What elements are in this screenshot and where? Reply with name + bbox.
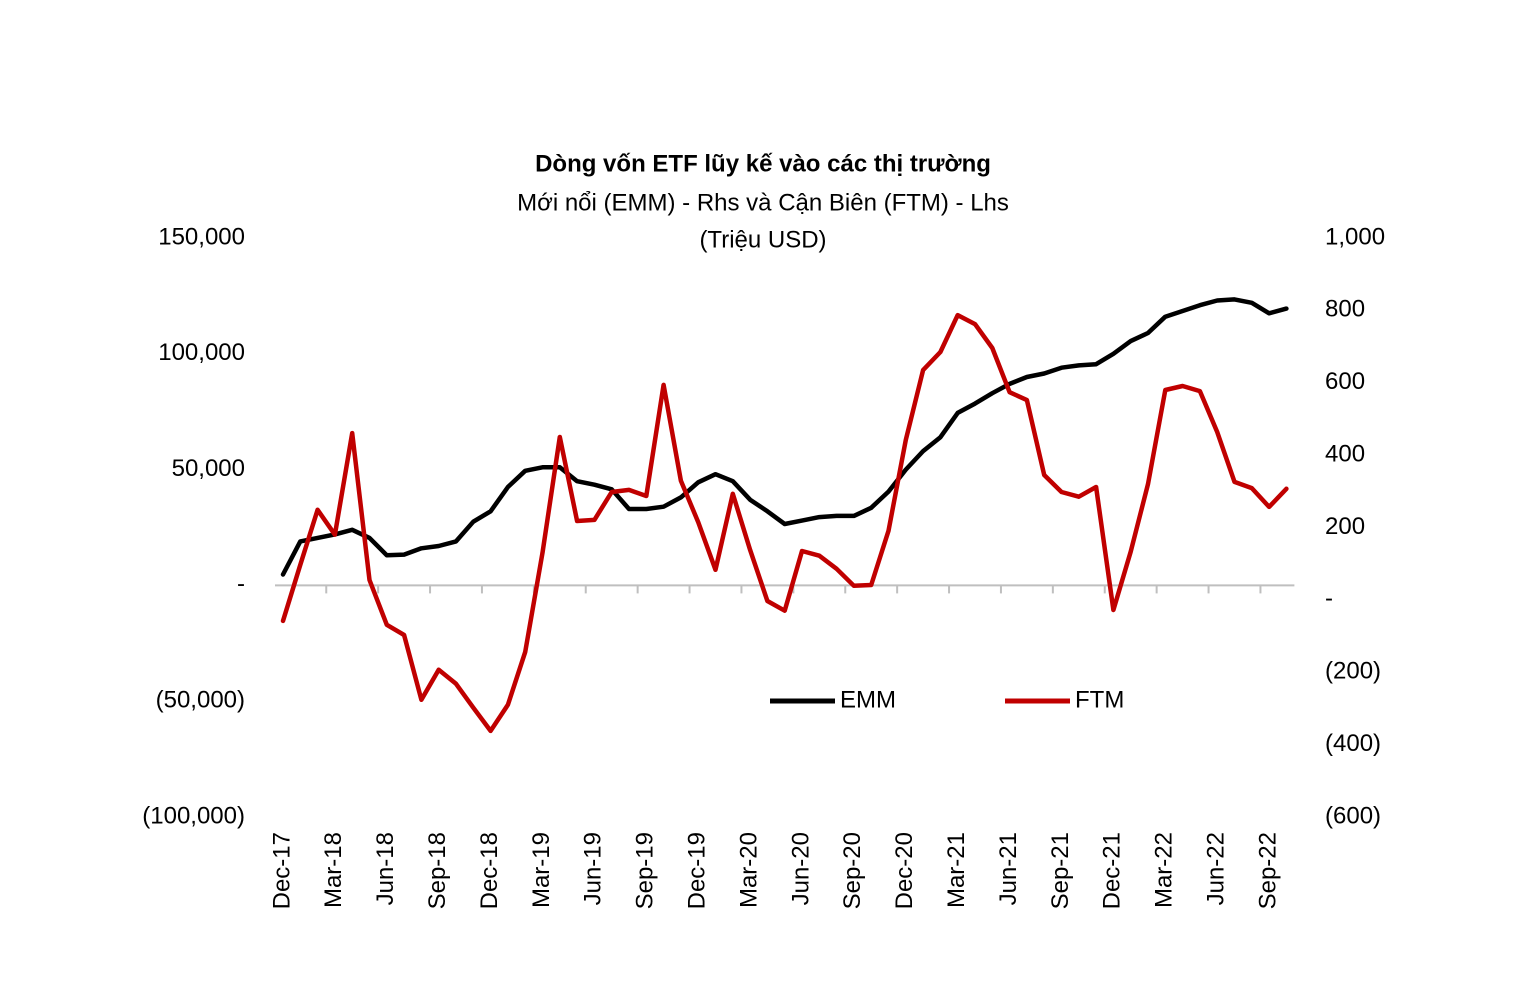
- x-tick-label: Dec-18: [476, 832, 503, 909]
- legend-label: FTM: [1075, 686, 1124, 713]
- y2-tick-label: (200): [1325, 658, 1381, 685]
- x-tick-label: Sep-20: [839, 832, 866, 909]
- legend-label: EMM: [840, 686, 896, 713]
- chart-title: Dòng vốn ETF lũy kế vào các thị trường: [535, 150, 991, 177]
- series-line: [280, 312, 1289, 734]
- y2-tick-label: -: [1325, 585, 1333, 612]
- x-tick-label: Mar-19: [528, 832, 555, 908]
- y2-tick-label: 1,000: [1325, 223, 1385, 250]
- y2-tick-label: 400: [1325, 440, 1365, 467]
- x-tick-label: Dec-17: [268, 832, 295, 909]
- y2-tick-label: 200: [1325, 513, 1365, 540]
- x-tick-label: Jun-22: [1203, 832, 1230, 905]
- y2-tick-label: (600): [1325, 802, 1381, 829]
- x-tick-label: Sep-18: [424, 832, 451, 909]
- x-tick-label: Jun-18: [372, 832, 399, 905]
- x-tick-label: Sep-19: [632, 832, 659, 909]
- x-tick-label: Jun-21: [995, 832, 1022, 905]
- y-tick-label: (50,000): [156, 687, 245, 714]
- x-tick-label: Sep-22: [1254, 832, 1281, 909]
- x-tick-label: Dec-20: [891, 832, 918, 909]
- series-line: [280, 297, 1289, 577]
- y-tick-label: -: [237, 571, 245, 598]
- y2-tick-label: 600: [1325, 368, 1365, 395]
- y-tick-label: (100,000): [142, 802, 245, 829]
- y-tick-label: 100,000: [158, 339, 245, 366]
- x-tick-label: Dec-19: [684, 832, 711, 909]
- x-tick-label: Mar-18: [320, 832, 347, 908]
- x-tick-label: Mar-20: [735, 832, 762, 908]
- y-tick-label: 150,000: [158, 223, 245, 250]
- chart-subtitle: Mới nổi (EMM) - Rhs và Cận Biên (FTM) - …: [517, 189, 1009, 216]
- x-tick-label: Jun-19: [580, 832, 607, 905]
- y-tick-label: 50,000: [172, 455, 245, 482]
- x-tick-label: Sep-21: [1047, 832, 1074, 909]
- unit-label: (Triệu USD): [699, 226, 826, 253]
- x-tick-label: Jun-20: [787, 832, 814, 905]
- x-tick-label: Mar-22: [1151, 832, 1178, 908]
- x-tick-label: Dec-21: [1099, 832, 1126, 909]
- x-tick-label: Mar-21: [943, 832, 970, 908]
- y2-tick-label: 800: [1325, 296, 1365, 323]
- y2-tick-label: (400): [1325, 730, 1381, 757]
